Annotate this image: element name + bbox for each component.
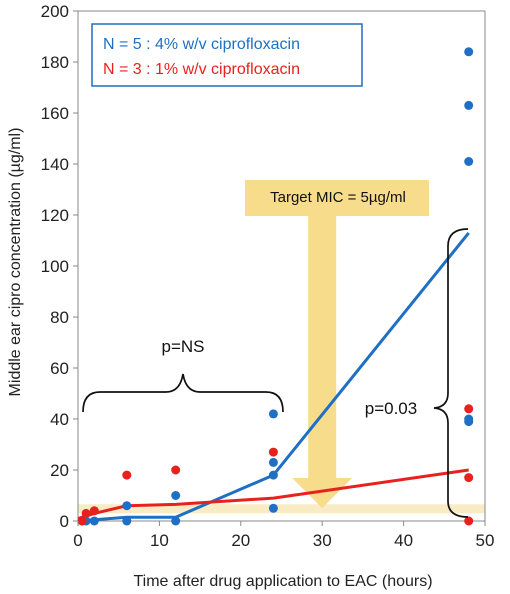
data-point-series-0-14	[464, 100, 474, 110]
legend-entry-4pct: N = 5 : 4% w/v ciprofloxacin	[103, 36, 300, 53]
data-point-series-0-7	[268, 503, 278, 513]
p-ns-label: p=NS	[162, 337, 205, 356]
brackets	[82, 228, 469, 518]
y-tick-label-9: 180	[41, 53, 69, 72]
target-mic-label: Target MIC = 5µg/ml	[270, 189, 406, 206]
data-point-series-1-2	[89, 506, 99, 516]
data-point-series-1-0	[77, 516, 87, 526]
data-point-series-0-6	[171, 491, 181, 500]
legend-box	[91, 23, 363, 87]
data-point-series-0-15	[464, 47, 474, 57]
data-point-series-1-1	[81, 508, 91, 518]
data-points	[77, 47, 474, 526]
data-point-series-1-6	[464, 516, 474, 526]
target-mic-band	[78, 504, 485, 514]
data-point-series-0-13	[464, 157, 474, 166]
data-point-series-0-5	[171, 516, 181, 526]
x-tick-label-1: 10	[150, 531, 169, 550]
target-arrow-head	[292, 478, 353, 508]
plot-area-border	[77, 10, 486, 522]
plot-frame	[77, 10, 486, 522]
y-tick-label-5: 100	[41, 257, 69, 276]
x-ticks: 0 10 20 30 40 50	[73, 521, 494, 550]
data-point-series-0-8	[268, 470, 278, 480]
x-tick-label-3: 30	[313, 531, 332, 550]
target-arrow	[245, 180, 429, 508]
y-tick-label-8: 160	[41, 104, 69, 123]
data-point-series-1-3	[122, 470, 132, 480]
p-003-label: p=0.03	[365, 399, 417, 418]
y-tick-label-10: 200	[41, 2, 69, 21]
data-point-series-0-3	[122, 516, 132, 526]
data-point-series-0-9	[268, 457, 278, 467]
y-tick-label-4: 80	[50, 308, 69, 327]
y-axis-title: Middle ear cipro concentration (µg/ml)	[7, 128, 24, 397]
target-mic-box	[245, 180, 429, 216]
y-tick-label-6: 120	[41, 206, 69, 225]
x-tick-label-5: 50	[476, 531, 495, 550]
data-point-series-1-7	[464, 473, 474, 483]
x-tick-label-2: 20	[231, 531, 250, 550]
data-point-series-1-8	[464, 404, 474, 414]
x-tick-label-0: 0	[73, 531, 82, 550]
y-tick-label-0: 0	[60, 512, 69, 531]
legend: N = 5 : 4% w/v ciprofloxacin N = 3 : 1% …	[91, 23, 363, 87]
data-point-series-0-12	[464, 414, 474, 424]
p-003-bracket	[433, 228, 469, 518]
data-point-series-0-2	[89, 516, 99, 526]
y-tick-label-2: 40	[50, 410, 69, 429]
x-tick-label-4: 40	[394, 531, 413, 550]
data-point-series-0-10	[268, 409, 278, 419]
y-tick-label-3: 60	[50, 359, 69, 378]
y-tick-label-7: 140	[41, 155, 69, 174]
y-ticks: 0 20 40 60 80 100 120 140 160 180 200	[41, 2, 78, 531]
data-point-series-0-4	[122, 501, 132, 511]
y-tick-label-1: 20	[50, 461, 69, 480]
target-arrow-shaft	[308, 216, 337, 478]
target-mic-band-layer	[78, 504, 485, 514]
x-axis-title: Time after drug application to EAC (hour…	[133, 573, 432, 590]
data-point-series-1-4	[171, 465, 181, 475]
legend-entry-1pct: N = 3 : 1% w/v ciprofloxacin	[103, 61, 300, 78]
p-ns-bracket	[82, 373, 284, 413]
data-point-series-1-5	[268, 447, 278, 457]
